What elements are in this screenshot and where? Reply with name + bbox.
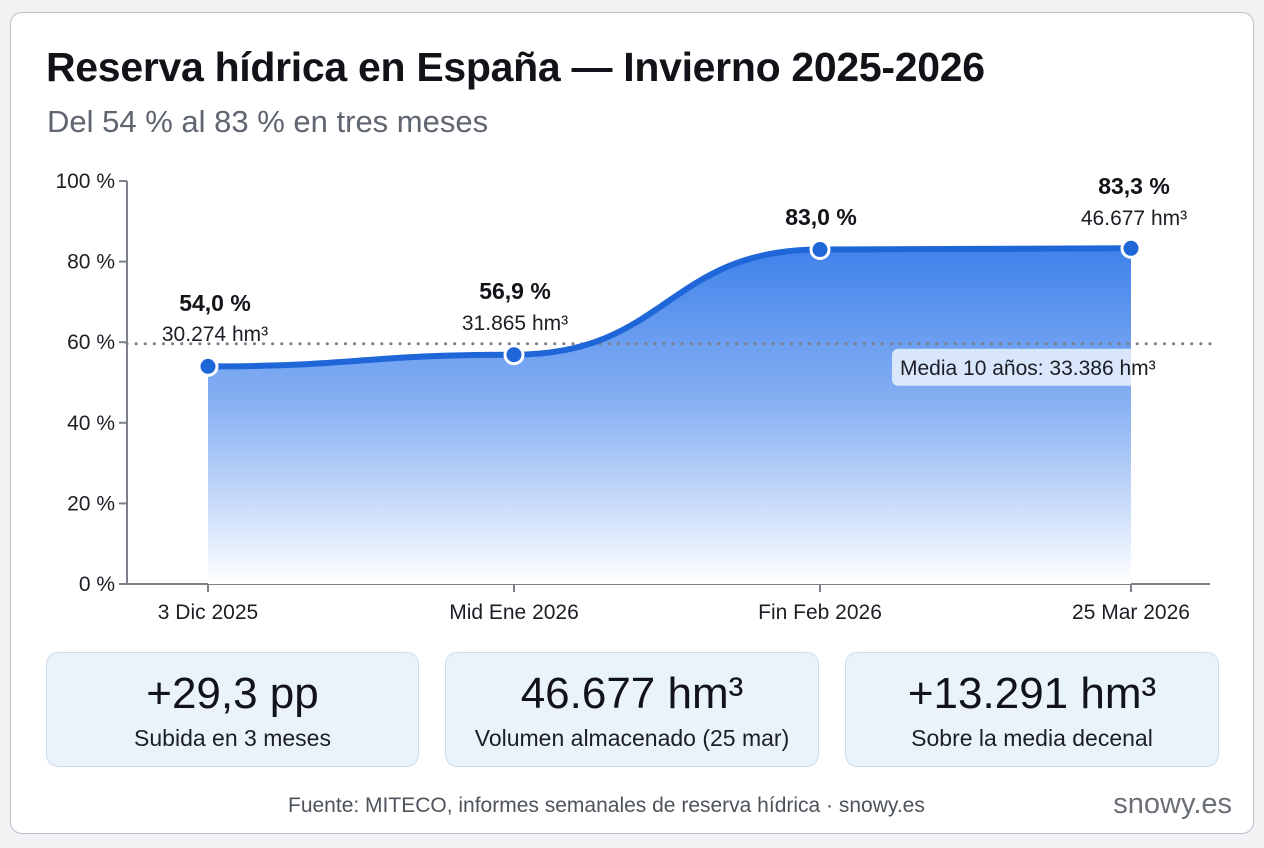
data-label-volume: 31.865 hm³ — [462, 312, 568, 335]
area-fill — [208, 248, 1131, 584]
series-line — [205, 245, 1134, 370]
x-tick-label: Mid Ene 2026 — [449, 601, 579, 624]
data-point — [1120, 237, 1142, 259]
stat-value: +29,3 pp — [146, 669, 319, 718]
stat-value: +13.291 hm³ — [907, 669, 1157, 718]
data-label-volume: 46.677 hm³ — [1081, 207, 1187, 230]
brand-logo: snowy.es — [1113, 788, 1232, 820]
stat-label: Volumen almacenado (25 mar) — [474, 725, 790, 751]
y-tick-label: 0 % — [79, 573, 115, 596]
chart-title: Reserva hídrica en España — Invierno 202… — [46, 44, 985, 90]
data-label-percent: 83,3 % — [1098, 173, 1170, 199]
stat-card-volume: 46.677 hm³ Volumen almacenado (25 mar) — [445, 652, 819, 767]
stat-label: Sobre la media decenal — [911, 725, 1153, 751]
stat-value: 46.677 hm³ — [520, 669, 744, 718]
y-tick-label: 20 % — [67, 492, 115, 515]
data-label-percent: 54,0 % — [179, 290, 251, 316]
data-label-percent: 83,0 % — [785, 204, 857, 230]
y-tick-label: 60 % — [67, 331, 115, 354]
reference-label-background — [892, 348, 1202, 386]
data-label-volume: 30.274 hm³ — [162, 323, 268, 346]
data-point — [197, 355, 219, 377]
x-tick-label: Fin Feb 2026 — [758, 601, 882, 624]
data-point — [503, 344, 525, 366]
stat-card-rise: +29,3 pp Subida en 3 meses — [46, 652, 419, 767]
y-tick-label: 40 % — [67, 412, 115, 435]
stat-card-above-average: +13.291 hm³ Sobre la media decenal — [845, 652, 1219, 767]
y-tick-label: 80 % — [67, 251, 115, 274]
stat-label: Subida en 3 meses — [134, 725, 331, 751]
data-point — [809, 239, 831, 261]
x-axis: 3 Dic 2025 Mid Ene 2026 Fin Feb 2026 25 Mar… — [127, 583, 1210, 624]
source-note: Fuente: MITECO, informes semanales de re… — [288, 794, 925, 817]
data-labels: 54,0 % 30.274 hm³ 56,9 % 31.865 hm³ 83,0 % 83… — [162, 173, 1187, 346]
data-label-percent: 56,9 % — [479, 278, 551, 304]
reference-line-group: Media 10 años: 33.386 hm³ — [125, 342, 1212, 386]
y-axis: 0 % 20 % 40 % 60 % 80 % 100 % — [55, 170, 128, 596]
chart-subtitle: Del 54 % al 83 % en tres meses — [47, 104, 489, 139]
reference-label: Media 10 años: 33.386 hm³ — [900, 357, 1156, 380]
data-points — [197, 237, 1142, 377]
y-tick-label: 100 % — [55, 170, 115, 193]
x-tick-label: 3 Dic 2025 — [158, 601, 258, 624]
x-tick-label: 25 Mar 2026 — [1072, 601, 1190, 624]
